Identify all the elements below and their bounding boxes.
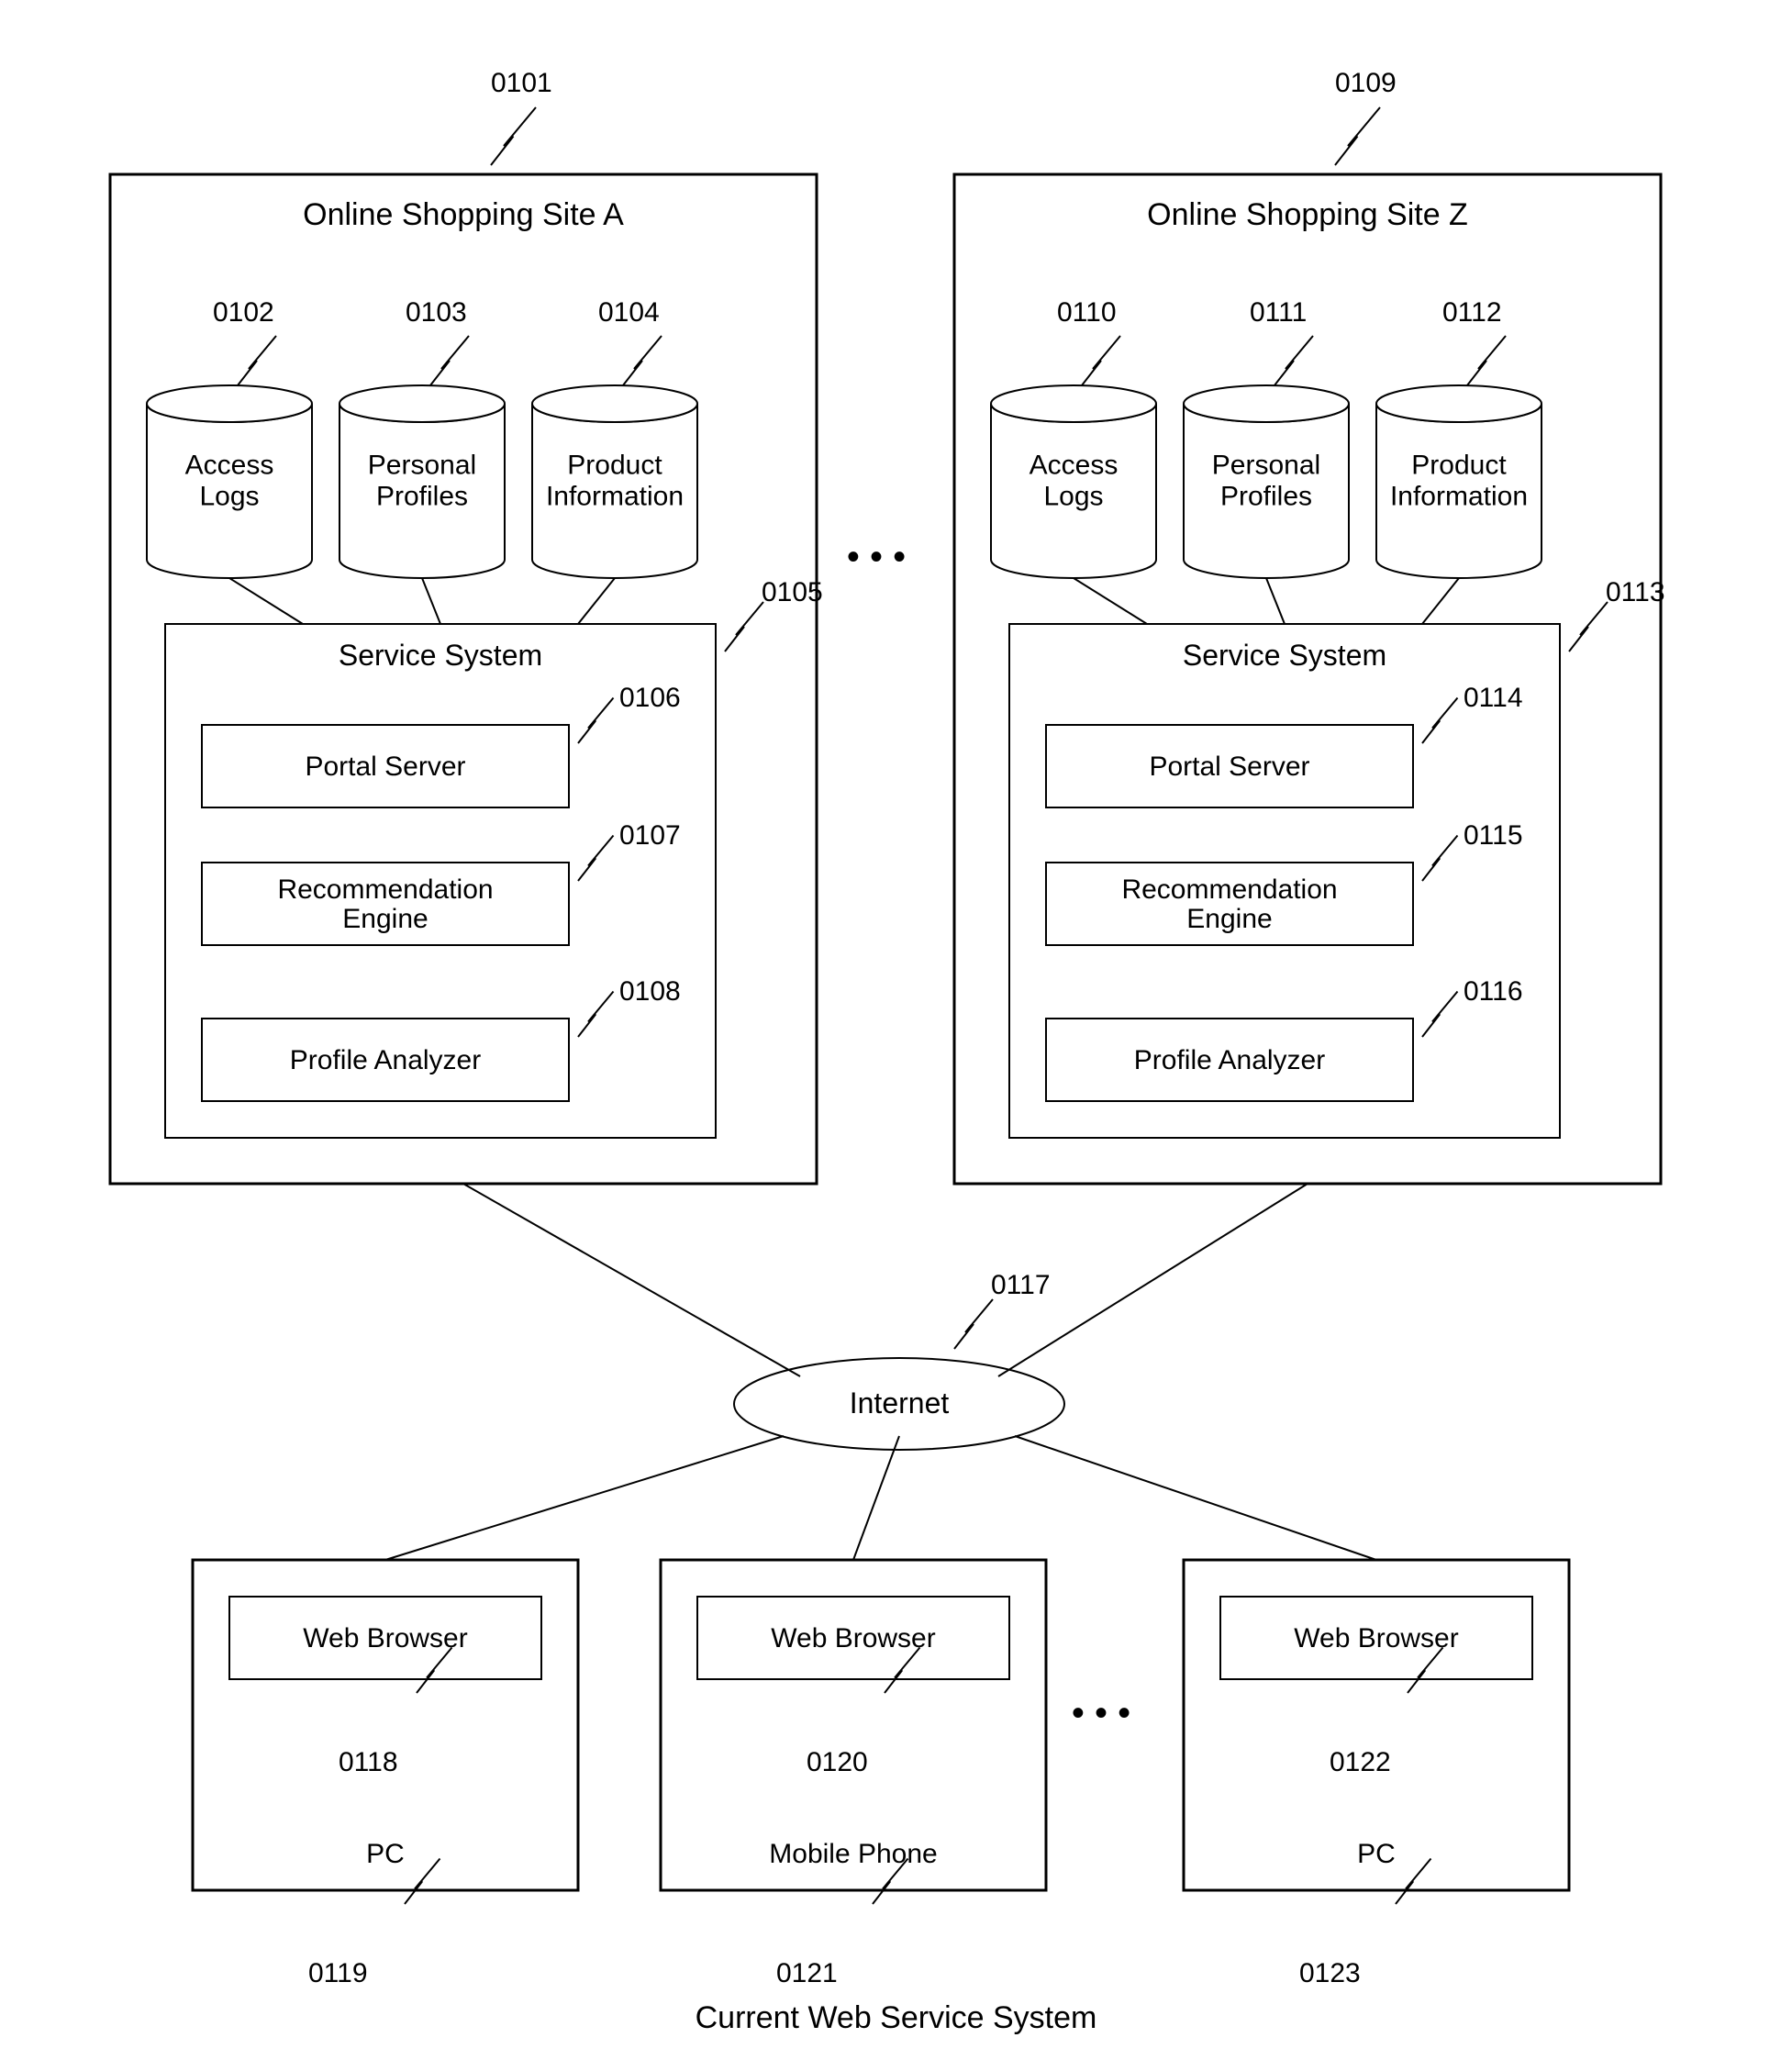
svg-text:Online Shopping Site Z: Online Shopping Site Z xyxy=(1147,197,1468,232)
svg-text:Access: Access xyxy=(185,451,274,481)
svg-text:0104: 0104 xyxy=(598,297,660,328)
svg-text:Engine: Engine xyxy=(342,904,428,934)
svg-text:Access: Access xyxy=(1030,451,1119,481)
svg-text:PC: PC xyxy=(1357,1839,1396,1869)
svg-text:0117: 0117 xyxy=(991,1270,1051,1300)
svg-text:0121: 0121 xyxy=(776,1958,838,1988)
svg-text:Product: Product xyxy=(1411,451,1507,481)
svg-text:PC: PC xyxy=(366,1839,405,1869)
svg-text:Profile Analyzer: Profile Analyzer xyxy=(290,1045,481,1075)
svg-text:Logs: Logs xyxy=(1043,482,1103,512)
svg-text:Information: Information xyxy=(546,482,684,512)
svg-text:Engine: Engine xyxy=(1186,904,1272,934)
svg-text:0119: 0119 xyxy=(308,1958,368,1988)
svg-text:0116: 0116 xyxy=(1464,976,1523,1007)
svg-text:Information: Information xyxy=(1390,482,1528,512)
svg-text:0106: 0106 xyxy=(619,683,681,713)
svg-text:0111: 0111 xyxy=(1250,297,1307,328)
svg-text:0101: 0101 xyxy=(491,68,552,98)
svg-text:Portal Server: Portal Server xyxy=(1149,752,1309,782)
svg-text:Online Shopping Site A: Online Shopping Site A xyxy=(303,197,624,232)
svg-text:Profiles: Profiles xyxy=(376,482,468,512)
svg-text:• • •: • • • xyxy=(847,537,906,577)
svg-text:0103: 0103 xyxy=(406,297,467,328)
svg-text:Current Web Service System: Current Web Service System xyxy=(696,2000,1097,2035)
svg-text:0122: 0122 xyxy=(1330,1747,1391,1777)
svg-text:Web Browser: Web Browser xyxy=(1294,1623,1459,1653)
svg-text:Logs: Logs xyxy=(199,482,259,512)
svg-text:Profile Analyzer: Profile Analyzer xyxy=(1134,1045,1325,1075)
svg-text:Personal: Personal xyxy=(1212,451,1320,481)
svg-text:Portal Server: Portal Server xyxy=(305,752,465,782)
svg-text:Recommendation: Recommendation xyxy=(277,874,493,905)
svg-text:Web Browser: Web Browser xyxy=(303,1623,468,1653)
svg-text:0105: 0105 xyxy=(762,577,823,607)
svg-text:Product: Product xyxy=(567,451,662,481)
svg-text:Mobile Phone: Mobile Phone xyxy=(769,1839,937,1869)
svg-text:Internet: Internet xyxy=(850,1386,950,1420)
svg-text:0107: 0107 xyxy=(619,820,681,851)
svg-text:0118: 0118 xyxy=(339,1747,398,1777)
svg-text:Recommendation: Recommendation xyxy=(1121,874,1337,905)
svg-text:0112: 0112 xyxy=(1442,297,1502,328)
svg-text:0109: 0109 xyxy=(1335,68,1397,98)
site-A: Online Shopping Site A 0101 AccessLogs 0102… xyxy=(110,68,823,1184)
svg-text:0114: 0114 xyxy=(1464,683,1523,713)
svg-text:0115: 0115 xyxy=(1464,820,1523,851)
svg-text:0120: 0120 xyxy=(807,1747,868,1777)
site-Z: Online Shopping Site Z 0109 AccessLogs 0110… xyxy=(954,68,1665,1184)
svg-text:0113: 0113 xyxy=(1606,577,1665,607)
svg-text:Profiles: Profiles xyxy=(1220,482,1312,512)
svg-text:0123: 0123 xyxy=(1299,1958,1361,1988)
svg-text:0102: 0102 xyxy=(213,297,274,328)
svg-text:0108: 0108 xyxy=(619,976,681,1007)
svg-text:Web Browser: Web Browser xyxy=(771,1623,936,1653)
svg-text:Service System: Service System xyxy=(1183,639,1386,672)
svg-text:Service System: Service System xyxy=(339,639,542,672)
svg-text:• • •: • • • xyxy=(1072,1693,1130,1733)
svg-text:0110: 0110 xyxy=(1057,297,1117,328)
svg-text:Personal: Personal xyxy=(368,451,476,481)
